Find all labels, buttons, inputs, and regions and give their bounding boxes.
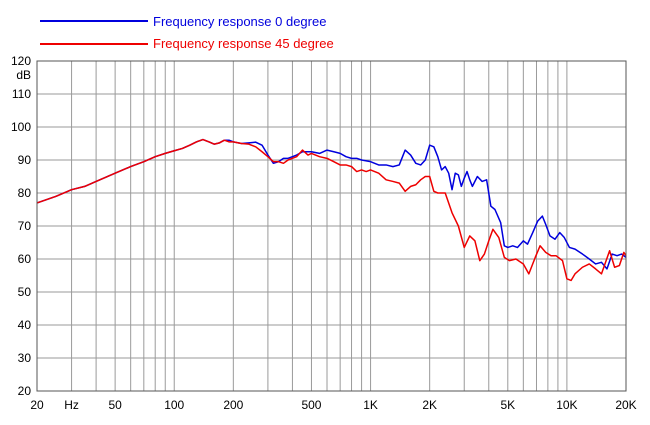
y-axis-ticks: 20 30 40 50 60 70 80 90 100 110 120 [11, 54, 31, 398]
y-tick-label: 50 [18, 285, 32, 299]
y-tick-label: 20 [18, 384, 32, 398]
x-axis-ticks: 20 Hz 50 100 200 500 1K 2K 5K 10K 20K [30, 398, 636, 412]
y-tick-label: 70 [18, 219, 32, 233]
x-tick-label: 500 [301, 398, 321, 412]
y-tick-label: 90 [18, 153, 32, 167]
y-tick-label: 110 [12, 87, 31, 101]
x-tick-label: 1K [363, 398, 378, 412]
x-tick-label: 100 [164, 398, 184, 412]
series-line-45deg [36, 138, 627, 282]
y-tick-label: 60 [18, 252, 32, 266]
y-tick-label: 80 [18, 186, 32, 200]
y-axis-unit-label: dB [16, 68, 31, 82]
y-tick-label: 40 [18, 318, 32, 332]
legend-label-0deg: Frequency response 0 degree [153, 14, 326, 29]
x-tick-label: 200 [223, 398, 243, 412]
x-tick-label: 2K [422, 398, 437, 412]
legend-entry-0deg: Frequency response 0 degree [40, 14, 326, 29]
plot-frame [36, 60, 627, 392]
legend-label-45deg: Frequency response 45 degree [153, 36, 334, 51]
x-tick-label: 10K [556, 398, 577, 412]
y-tick-label: 120 [11, 54, 31, 68]
series-lines [36, 138, 627, 282]
grid [37, 61, 626, 391]
legend: Frequency response 0 degree Frequency re… [40, 14, 334, 51]
x-tick-label: 20K [615, 398, 636, 412]
x-tick-label: 20 [30, 398, 44, 412]
y-tick-label: 100 [11, 120, 31, 134]
x-tick-label: 50 [108, 398, 122, 412]
x-tick-label: Hz [64, 398, 79, 412]
x-tick-label: 5K [500, 398, 515, 412]
legend-entry-45deg: Frequency response 45 degree [40, 36, 334, 51]
y-tick-label: 30 [18, 351, 32, 365]
series-line-0deg [36, 138, 627, 270]
